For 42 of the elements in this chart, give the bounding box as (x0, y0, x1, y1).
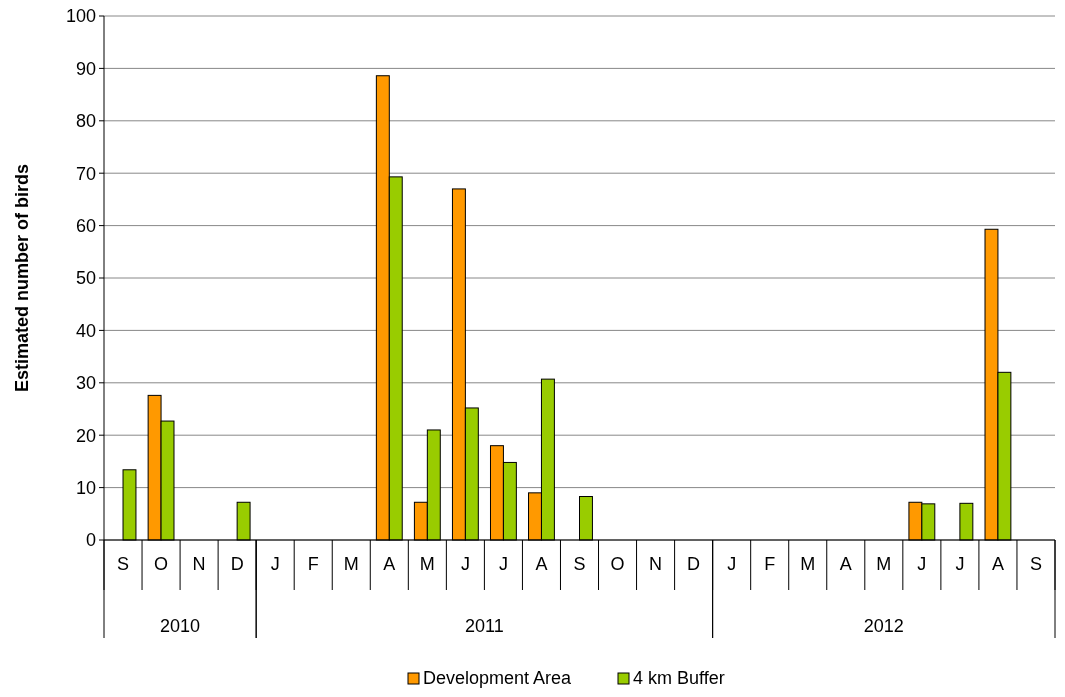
y-tick-label: 70 (75, 163, 96, 184)
x-tick-label: J (727, 554, 737, 574)
y-tick-label: 80 (75, 111, 96, 132)
y-tick-label: 50 (75, 268, 96, 289)
y-tick-label: 0 (85, 530, 96, 551)
x-tick-label: S (573, 554, 586, 574)
x-tick-label: A (991, 554, 1004, 574)
x-tick-label: S (117, 554, 130, 574)
x-tick-label: A (535, 554, 548, 574)
y-tick-label: 30 (75, 373, 96, 394)
legend-label: Development Area (423, 668, 573, 688)
y-axis-title: Estimated number of birds (12, 163, 32, 393)
x-tick-label: O (154, 554, 169, 574)
x-tick-label: N (192, 554, 206, 574)
x-tick-label: F (307, 554, 319, 574)
text: 2011 (465, 616, 504, 636)
x-tick-label: M (419, 554, 435, 574)
x-tick-label: A (383, 554, 396, 574)
y-tick-label: 60 (75, 215, 96, 236)
x-tick-label: S (1029, 554, 1042, 574)
y-tick-label: 20 (75, 425, 96, 446)
x-tick-label: O (610, 554, 625, 574)
x-tick-label: M (343, 554, 359, 574)
y-tick-label: 10 (75, 477, 96, 498)
x-tick-label: A (839, 554, 852, 574)
y-tick-label: 40 (75, 320, 96, 341)
x-tick-label: M (800, 554, 816, 574)
x-tick-label: J (270, 554, 280, 574)
text: 2010 (160, 616, 201, 636)
x-tick-label: J (460, 554, 470, 574)
x-tick-label: M (876, 554, 892, 574)
x-tick-label: D (687, 554, 701, 574)
text: 2012 (863, 616, 904, 636)
x-tick-label: F (764, 554, 776, 574)
x-tick-label: J (917, 554, 927, 574)
y-tick-label: 100 (65, 6, 96, 27)
legend-label: 4 km Buffer (633, 668, 725, 688)
x-tick-label: N (649, 554, 663, 574)
x-tick-label: J (498, 554, 508, 574)
x-tick-label: J (955, 554, 965, 574)
x-tick-label: D (230, 554, 244, 574)
y-tick-label: 90 (75, 58, 96, 79)
